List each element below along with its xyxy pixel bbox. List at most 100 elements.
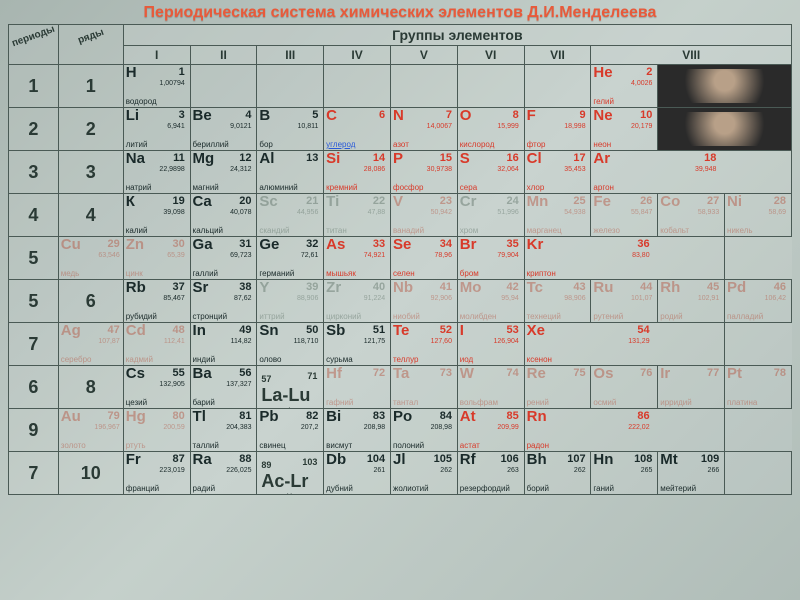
element-td: Db 104 261 дубний	[324, 452, 391, 495]
element-td: Si 14 28,086 кремний	[324, 151, 391, 194]
row-number: 7	[9, 323, 59, 366]
element-td: Xe 54 131,29 ксенон	[524, 323, 724, 366]
element-cell: Ni 28 58,69 никель	[725, 194, 789, 236]
element-cell: Kr 36 83,80 криптон	[525, 237, 653, 279]
element-td: Rh 45 102,91 родий	[658, 280, 725, 323]
element-td: Tl 81 204,383 таллий	[190, 409, 257, 452]
element-cell: Rf 106 263 резерфордий	[458, 452, 522, 494]
element-cell: Au 79 196,967 золото	[59, 409, 123, 451]
element-td: Cu 29 63,546 медь	[58, 237, 123, 280]
element-td: Ru 44 101,07 рутений	[591, 280, 658, 323]
element-td: N 7 14,0067 азот	[390, 108, 457, 151]
group-roman: VII	[524, 46, 591, 65]
element-cell: Ne 10 20,179 неон	[591, 108, 655, 150]
element-cell: Cr 24 51,996 хром	[458, 194, 522, 236]
mendeleev-portrait	[658, 65, 792, 108]
element-td: C 6 углерод	[324, 108, 391, 151]
element-cell: Ar 18 39,948 аргон	[591, 151, 719, 193]
group-roman: I	[123, 46, 190, 65]
element-cell: Mn 25 54,938 марганец	[525, 194, 589, 236]
group-roman: II	[190, 46, 257, 65]
element-td: Sn 50 118,710 олово	[257, 323, 324, 366]
period-number: 3	[9, 151, 59, 194]
group-roman: III	[257, 46, 324, 65]
element-td: Li 3 6,941 литий	[123, 108, 190, 151]
element-td: Ar 18 39,948 аргон	[591, 151, 792, 194]
element-cell: O 8 15,999 кислород	[458, 108, 522, 150]
period-number: 1	[9, 65, 59, 108]
element-cell: Ga 31 69,723 галлий	[191, 237, 255, 279]
element-cell: Hf 72 гафний	[324, 366, 388, 408]
element-td: F 9 18,998 фтор	[524, 108, 591, 151]
period-number: 6	[9, 366, 59, 409]
element-td: I 53 126,904 иод	[457, 323, 524, 366]
period-number: 5	[9, 280, 59, 323]
element-td	[725, 452, 792, 495]
element-cell: Ba 56 137,327 барий	[191, 366, 255, 408]
element-cell: Fr 87 223,019 франций	[124, 452, 188, 494]
element-cell: Br 35 79,904 бром	[458, 237, 522, 279]
element-cell: Mo 42 95,94 молибден	[458, 280, 522, 322]
element-td: Kr 36 83,80 криптон	[524, 237, 724, 280]
blank-cell	[190, 65, 257, 108]
element-td: Mt 109 266 мейтерий	[658, 452, 725, 495]
element-td: Ra 88 226,025 радий	[190, 452, 257, 495]
element-cell: Zn 30 65,39 цинк	[124, 237, 188, 279]
element-cell: W 74 вольфрам	[458, 366, 522, 408]
element-cell: Ru 44 101,07 рутений	[591, 280, 655, 322]
element-cell: Cu 29 63,546 медь	[59, 237, 123, 279]
element-cell: Y 39 88,906 иттрий	[257, 280, 321, 322]
element-td: Hg 80 200,59 ртуть	[123, 409, 190, 452]
element-cell: Co 27 58,933 кобальт	[658, 194, 722, 236]
blank-cell	[324, 65, 391, 108]
element-td: P 15 30,9738 фосфор	[390, 151, 457, 194]
element-cell: S 16 32,064 сера	[458, 151, 522, 193]
period-number: 4	[9, 194, 59, 237]
element-td: Pt 78 платина	[725, 366, 792, 409]
row-number: 8	[58, 366, 123, 409]
element-td: Mo 42 95,94 молибден	[457, 280, 524, 323]
row-number: 3	[58, 151, 123, 194]
blank-cell	[390, 65, 457, 108]
period-number: 2	[9, 108, 59, 151]
group-roman: VI	[457, 46, 524, 65]
element-cell: Na 11 22,9898 натрий	[124, 151, 188, 193]
element-cell: Ra 88 226,025 радий	[191, 452, 255, 494]
element-td: In 49 114,82 индий	[190, 323, 257, 366]
element-cell: Li 3 6,941 литий	[124, 108, 188, 150]
element-td: At 85 209,99 астат	[457, 409, 524, 452]
element-td: Sc 21 44,956 скандий	[257, 194, 324, 237]
element-cell	[725, 452, 789, 494]
element-td: Mg 12 24,312 магний	[190, 151, 257, 194]
element-td: Pb 82 207,2 свинец	[257, 409, 324, 452]
element-cell: Ti 22 47,88 титан	[324, 194, 388, 236]
element-cell: Nb 41 92,906 ниобий	[391, 280, 455, 322]
element-cell: Xe 54 131,29 ксенон	[525, 323, 653, 365]
element-td: He 2 4,0026 гелий	[591, 65, 658, 108]
element-td: Se 34 78,96 селен	[390, 237, 457, 280]
element-cell: Sc 21 44,956 скандий	[257, 194, 321, 236]
element-td: Fr 87 223,019 франций	[123, 452, 190, 495]
element-cell: He 2 4,0026 гелий	[591, 65, 655, 107]
element-cell: Ta 73 тантал	[391, 366, 455, 408]
element-td: Cr 24 51,996 хром	[457, 194, 524, 237]
element-td: Jl 105 262 жолиотий	[390, 452, 457, 495]
element-cell: Cd 48 112,41 кадмий	[124, 323, 188, 365]
element-td: Al 13 алюминий	[257, 151, 324, 194]
element-td: Ir 77 ирридий	[658, 366, 725, 409]
element-td: Ti 22 47,88 титан	[324, 194, 391, 237]
blank-cell	[457, 65, 524, 108]
periodic-table: периоды ряды Группы элементов IIIIIIIVVV…	[0, 24, 800, 495]
element-td: H 1 1,00794 водород	[123, 65, 190, 108]
element-cell: Hg 80 200,59 ртуть	[124, 409, 188, 451]
element-cell: Os 76 осмий	[591, 366, 655, 408]
element-td: Os 76 осмий	[591, 366, 658, 409]
element-cell: Cl 17 35,453 хлор	[525, 151, 589, 193]
element-td: V 23 50,942 ванадий	[390, 194, 457, 237]
element-td: Be 4 9,0121 бериллий	[190, 108, 257, 151]
row-number: 4	[58, 194, 123, 237]
element-cell: Sn 50 118,710 олово	[257, 323, 321, 365]
element-cell: Hn 108 265 ганий	[591, 452, 655, 494]
element-td: Cl 17 35,453 хлор	[524, 151, 591, 194]
page-title: Периодическая система химических элемент…	[0, 0, 800, 24]
